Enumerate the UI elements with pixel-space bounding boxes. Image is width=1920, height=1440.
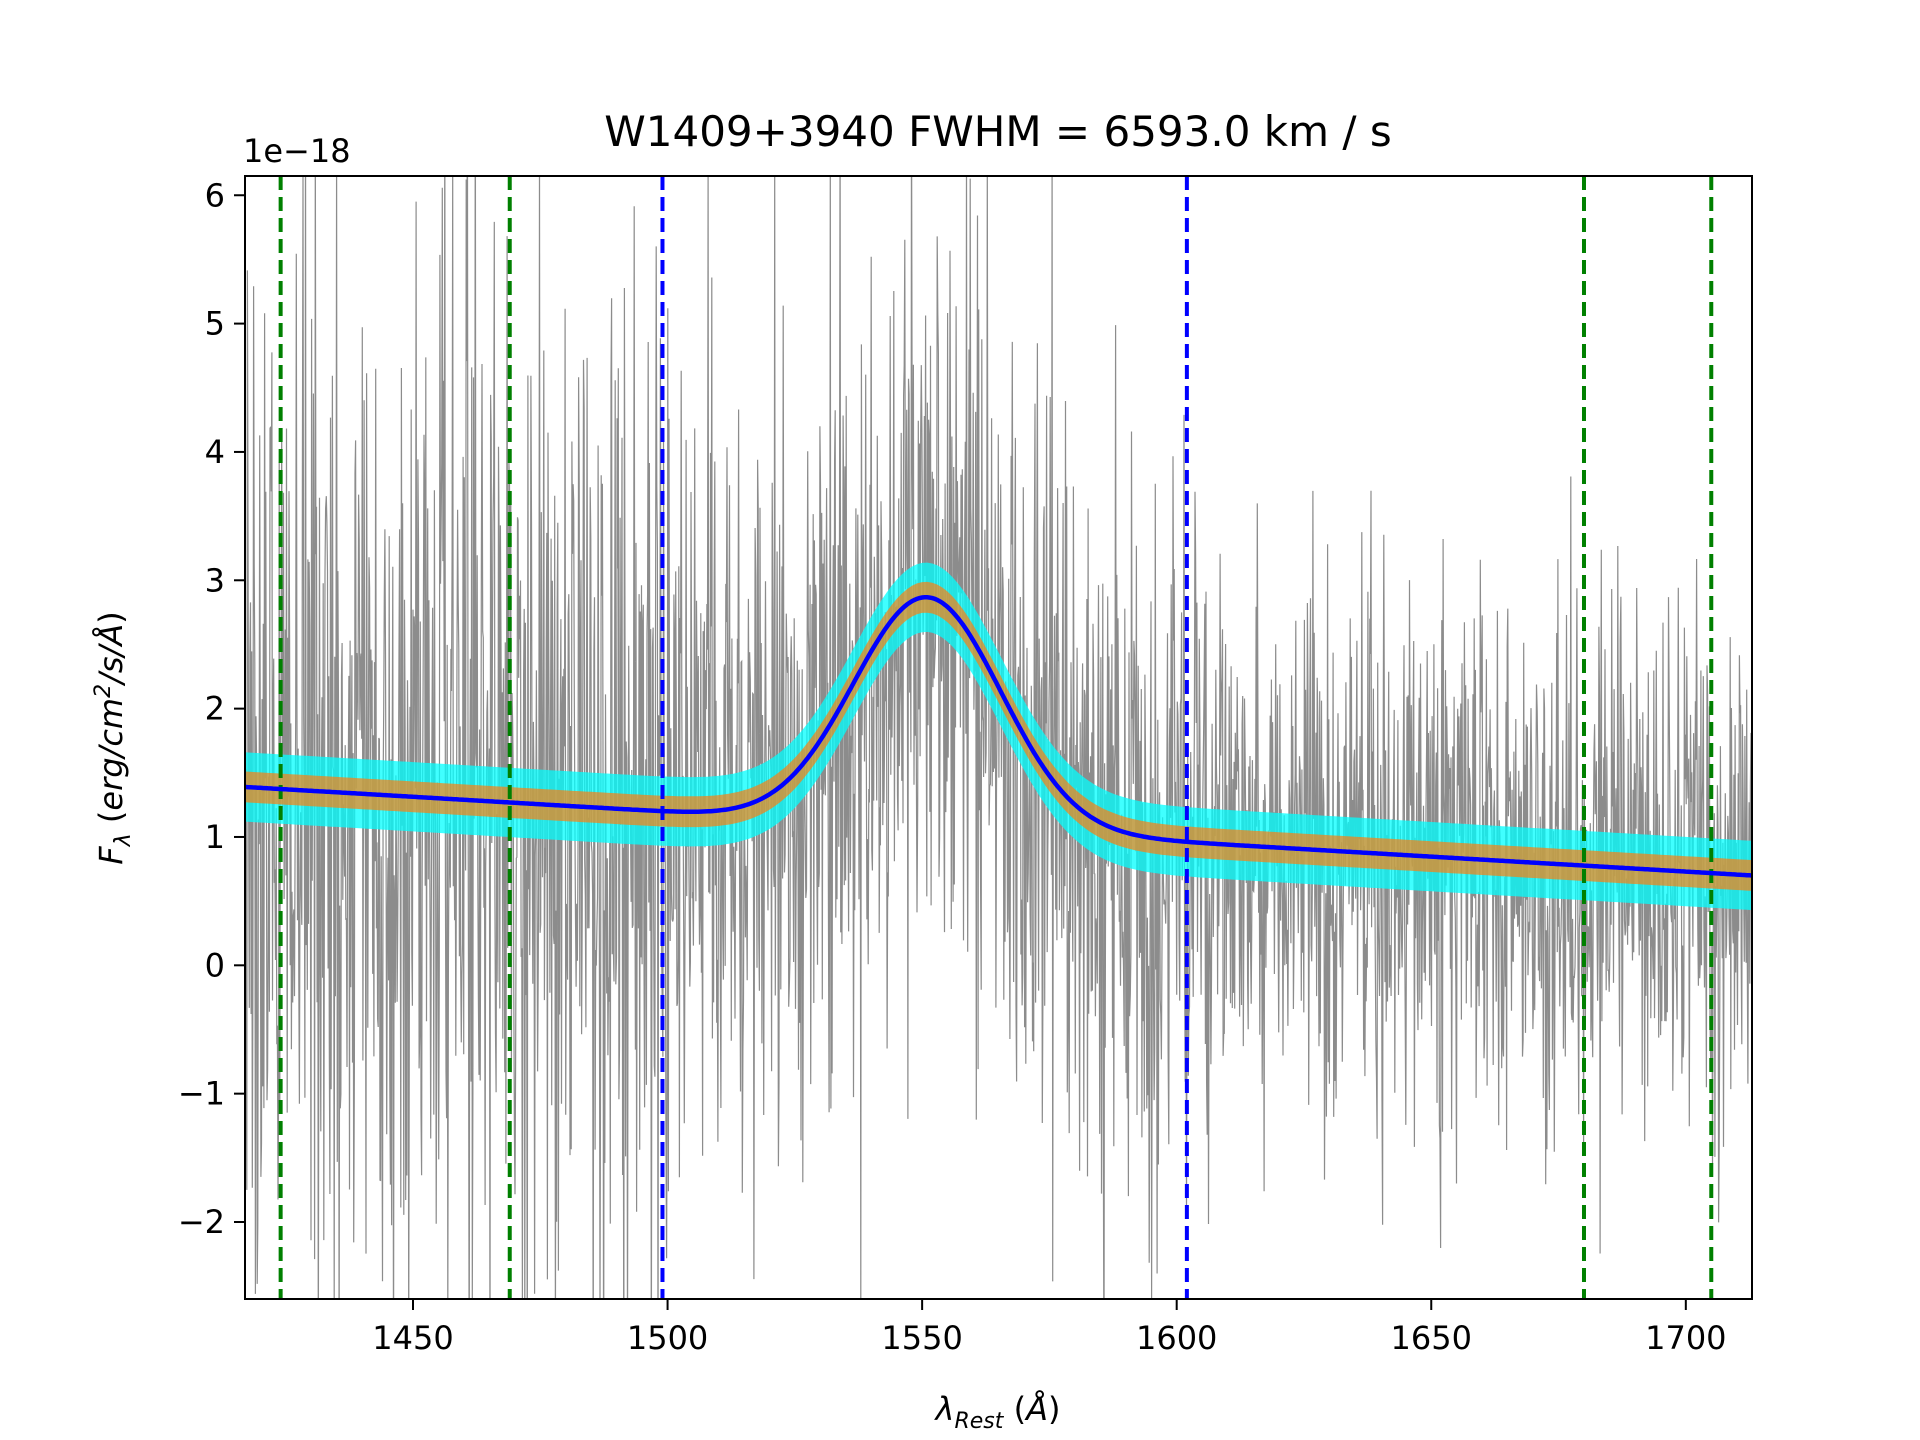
x-axis-ticks: 1450 1500 1550 1600 1650 1700 (372, 1299, 1727, 1357)
model-fit (245, 595, 1752, 878)
x-tick-label: 1700 (1645, 1319, 1726, 1357)
y-tick-label: −2 (178, 1203, 225, 1241)
y-axis-label: Fλ (erg/cm2/s/Å) (91, 611, 136, 864)
plot-frame (244, 175, 1753, 1300)
y-offset-label: 1e−18 (243, 132, 351, 170)
y-tick-label: 1 (205, 818, 225, 856)
y-axis-ticks: −2 −1 0 1 2 3 4 5 6 (178, 176, 245, 1241)
x-tick-label: 1650 (1391, 1319, 1472, 1357)
spectrum-data (245, 176, 1752, 1299)
model-uncertainty-bands (245, 562, 1752, 911)
chart-title: W1409+3940 FWHM = 6593.0 km / s (604, 107, 1392, 156)
y-tick-label: 3 (205, 561, 225, 599)
x-tick-label: 1550 (881, 1319, 962, 1357)
y-tick-label: 6 (205, 176, 225, 214)
x-tick-label: 1500 (627, 1319, 708, 1357)
model-fit-line (245, 595, 1752, 878)
x-axis-label: λRest (Å) (934, 1390, 1061, 1434)
x-tick-label: 1600 (1136, 1319, 1217, 1357)
spectrum-line (245, 176, 1752, 1299)
x-tick-label: 1450 (372, 1319, 453, 1357)
inner-uncertainty-band (245, 581, 1752, 891)
plot-area (245, 176, 1752, 1299)
y-tick-label: −1 (178, 1075, 225, 1113)
y-tick-label: 4 (205, 433, 225, 471)
y-tick-label: 5 (205, 305, 225, 343)
y-tick-label: 2 (205, 690, 225, 728)
y-tick-label: 0 (205, 946, 225, 984)
window-lines (278, 176, 1714, 1299)
